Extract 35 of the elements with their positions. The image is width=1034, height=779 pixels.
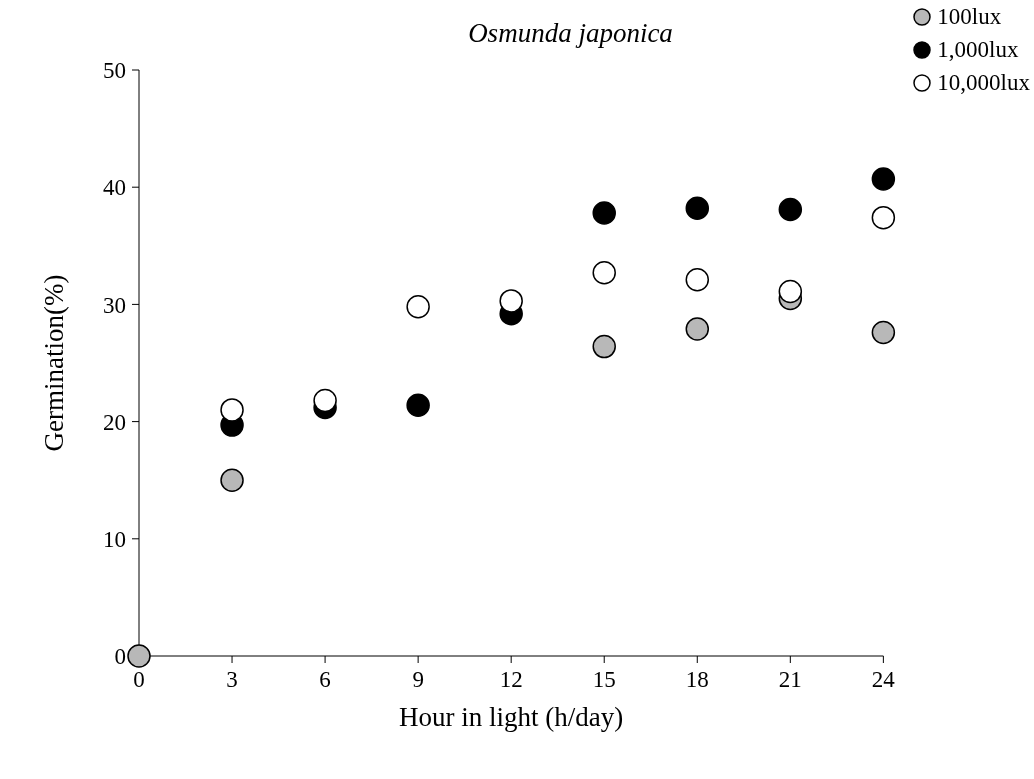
x-tick-label: 21 — [778, 667, 802, 693]
x-tick-label: 9 — [412, 667, 424, 693]
y-tick-label: 0 — [114, 644, 126, 670]
x-tick-label: 18 — [685, 667, 709, 693]
point — [313, 388, 337, 413]
point — [127, 644, 151, 668]
point — [220, 398, 244, 422]
x-tick-label: 0 — [133, 667, 145, 693]
x-tick-label: 12 — [499, 667, 523, 693]
y-tick-label: 30 — [103, 292, 126, 318]
x-tick-label: 15 — [592, 667, 616, 693]
point — [406, 393, 430, 417]
x-tick-label: 3 — [226, 667, 238, 693]
y-axis-title: Germination(%) — [38, 274, 69, 452]
point — [778, 279, 803, 304]
point — [685, 196, 710, 221]
point — [871, 320, 896, 345]
x-tick-label: 24 — [871, 667, 896, 693]
point — [778, 197, 803, 222]
legend-label: 100lux — [937, 3, 1002, 30]
x-tick-label: 6 — [319, 667, 331, 693]
x-axis-title: Hour in light (h/day) — [399, 702, 624, 732]
point — [592, 201, 616, 225]
point — [499, 289, 523, 313]
chart-title: Osmunda japonica — [468, 18, 673, 48]
y-tick-label: 50 — [103, 58, 126, 84]
y-tick-label: 40 — [103, 175, 126, 201]
legend-label: 10,000lux — [937, 69, 1030, 96]
point — [592, 334, 616, 359]
y-tick-label: 10 — [103, 526, 126, 552]
point — [220, 468, 244, 492]
point — [871, 167, 896, 191]
legend-label: 1,000lux — [937, 36, 1019, 63]
y-tick-label: 20 — [103, 409, 126, 435]
point — [685, 317, 710, 341]
